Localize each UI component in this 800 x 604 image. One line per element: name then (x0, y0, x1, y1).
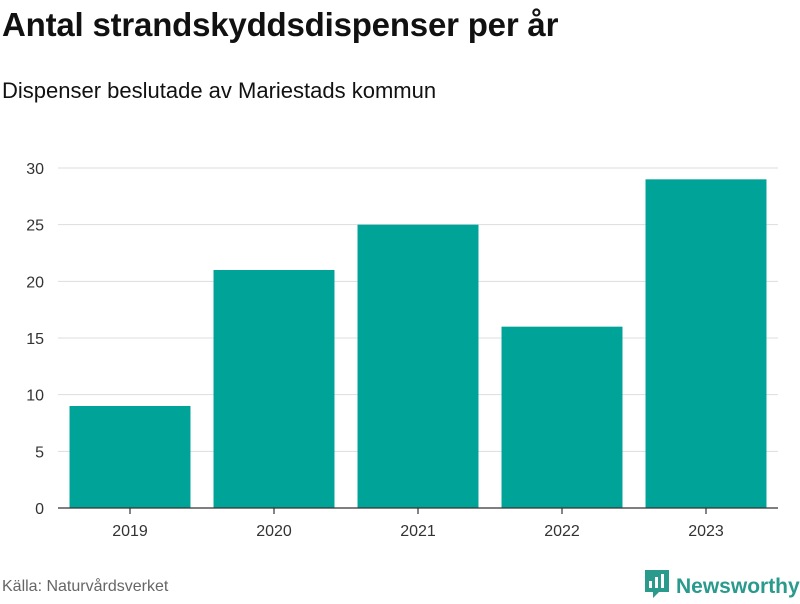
y-tick-label: 10 (26, 388, 44, 405)
chart-title: Antal strandskyddsdispenser per år (2, 6, 559, 43)
y-tick-label: 20 (26, 274, 44, 291)
bars (69, 179, 767, 509)
x-tick-label: 2022 (544, 523, 580, 540)
bar-2021 (357, 224, 479, 508)
y-tick-label: 5 (35, 444, 44, 461)
source-note: Källa: Naturvårdsverket (2, 578, 169, 595)
y-tick-label: 25 (26, 218, 44, 235)
x-tick-label: 2019 (112, 523, 148, 540)
chart-subtitle: Dispenser beslutade av Mariestads kommun (2, 78, 437, 103)
x-tick-label: 2023 (688, 523, 724, 540)
y-tick-label: 0 (35, 501, 44, 518)
brand-logo: Newsworthy (644, 569, 800, 604)
brand-name: Newsworthy (676, 574, 800, 598)
bar-2023 (645, 179, 767, 509)
y-tick-label: 15 (26, 331, 44, 348)
x-tick-label: 2020 (256, 523, 292, 540)
bar-2020 (213, 270, 335, 508)
x-tick-label: 2021 (400, 523, 436, 540)
newsworthy-logo-icon (644, 569, 670, 604)
bar-2019 (69, 406, 191, 508)
axes: 0 5 10 15 20 25 30 2019 2020 2021 2022 2023 (26, 161, 778, 540)
bar-2022 (501, 326, 623, 508)
y-tick-label: 30 (26, 161, 44, 178)
